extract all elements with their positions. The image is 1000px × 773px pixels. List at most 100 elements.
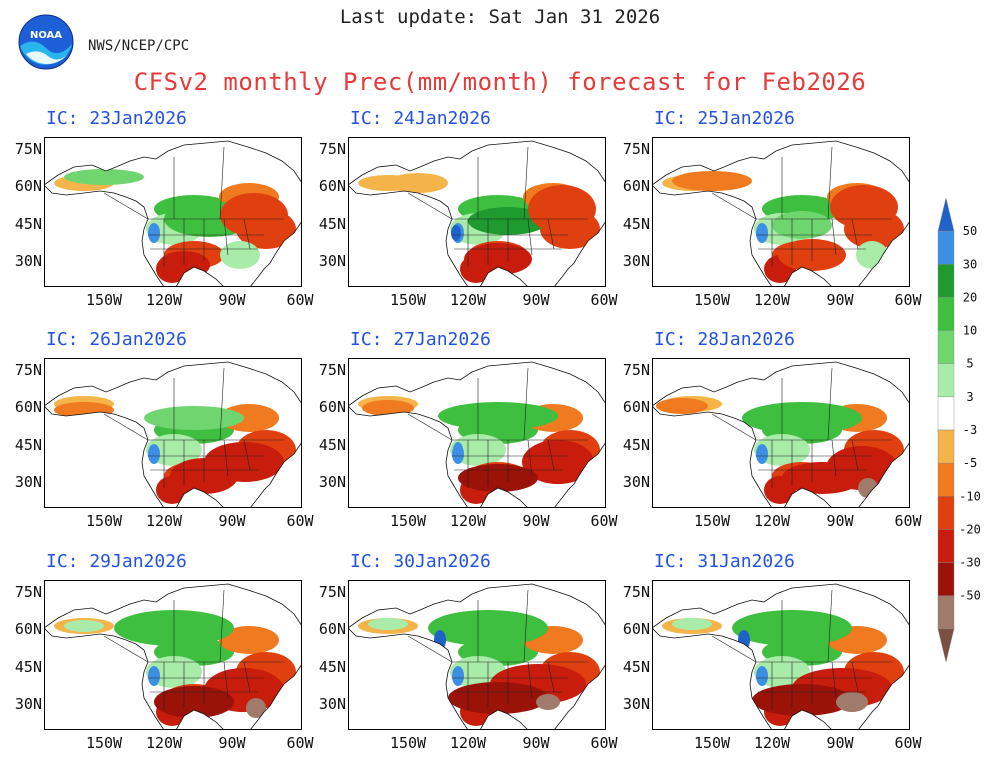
latitude-label: 30N: [622, 695, 650, 713]
political-border: [711, 192, 757, 220]
political-border: [523, 146, 529, 220]
coastline: [44, 583, 302, 730]
map-frame: [348, 580, 606, 730]
forecast-map: [44, 580, 302, 730]
precip-anomaly-patch: [368, 618, 408, 630]
colorbar-band: [937, 197, 955, 232]
political-border: [243, 661, 251, 693]
longitude-label: 60W: [590, 734, 618, 752]
agency-label: NWS/NCEP/CPC: [88, 38, 190, 54]
latitude-label: 45N: [318, 436, 346, 454]
precip-anomaly-patch: [219, 626, 279, 654]
longitude-label: 90W: [522, 734, 550, 752]
colorbar-band: [937, 429, 955, 464]
precip-anomaly-patch: [772, 211, 832, 239]
latitude-label: 60N: [318, 398, 346, 416]
longitude-label: 60W: [894, 734, 922, 752]
colorbar-label: 10: [963, 324, 977, 338]
longitude-label: 120W: [449, 291, 487, 309]
precip-anomaly-patch: [148, 666, 160, 686]
political-border: [407, 192, 453, 220]
latitude-label: 30N: [14, 252, 42, 270]
latitude-label: 30N: [14, 695, 42, 713]
precip-anomaly-patch: [732, 610, 852, 646]
forecast-map: [348, 137, 606, 287]
longitude-label: 150W: [389, 734, 427, 752]
political-border: [547, 439, 555, 471]
longitude-label: 150W: [693, 512, 731, 530]
latitude-label: 45N: [622, 436, 650, 454]
longitude-label: 90W: [218, 734, 246, 752]
longitude-label: 120W: [145, 291, 183, 309]
precip-anomaly-patch: [452, 666, 464, 686]
longitude-label: 150W: [85, 734, 123, 752]
precip-anomaly-patch: [146, 656, 202, 688]
precip-anomaly-patch: [438, 402, 558, 430]
longitude-label: 150W: [693, 291, 731, 309]
longitude-label: 90W: [522, 512, 550, 530]
latitude-label: 45N: [318, 215, 346, 233]
latitude-label: 30N: [14, 473, 42, 491]
political-border: [547, 661, 555, 693]
noaa-logo-text: NOAA: [30, 30, 62, 41]
political-border: [711, 413, 757, 441]
forecast-map: [652, 580, 910, 730]
latitude-label: 75N: [318, 361, 346, 379]
latitude-label: 30N: [622, 473, 650, 491]
longitude-label: 150W: [389, 512, 427, 530]
colorbar-label: 3: [966, 390, 973, 404]
political-border: [711, 635, 757, 663]
political-border: [103, 635, 149, 663]
longitude-label: 120W: [753, 291, 791, 309]
map-frame: [652, 580, 910, 730]
coastline: [652, 361, 910, 508]
forecast-map: [652, 358, 910, 508]
precip-anomaly-patch: [246, 698, 266, 718]
precip-anomaly-patch: [754, 656, 810, 688]
latitude-label: 75N: [622, 583, 650, 601]
longitude-label: 120W: [449, 734, 487, 752]
colorbar-label: -3: [963, 423, 977, 437]
political-border: [851, 661, 859, 693]
colorbar-band: [937, 628, 955, 663]
colorbar-band: [937, 230, 955, 265]
forecast-map: [44, 137, 302, 287]
colorbar-legend: 50 30 20 10 5 3 -3 -5 -10 -20 -30 -50: [937, 197, 981, 663]
precip-anomaly-patch: [154, 686, 234, 718]
precip-anomaly-patch: [149, 446, 159, 462]
map-frame: [652, 358, 910, 508]
panel-ic-label: IC: 29Jan2026: [46, 551, 187, 572]
panel-ic-label: IC: 24Jan2026: [350, 108, 491, 129]
precip-anomaly-patch: [428, 610, 548, 646]
latitude-label: 30N: [318, 473, 346, 491]
precip-anomaly-patch: [144, 406, 244, 430]
precip-anomaly-patch: [451, 225, 461, 241]
latitude-label: 60N: [14, 620, 42, 638]
longitude-label: 150W: [389, 291, 427, 309]
map-frame: [44, 580, 302, 730]
longitude-label: 90W: [218, 512, 246, 530]
map-frame: [348, 137, 606, 287]
latitude-label: 75N: [318, 583, 346, 601]
latitude-label: 45N: [318, 658, 346, 676]
longitude-label: 90W: [522, 291, 550, 309]
political-border: [547, 218, 555, 250]
longitude-label: 150W: [85, 512, 123, 530]
precip-anomaly-patch: [754, 434, 810, 466]
coastline: [44, 140, 302, 287]
latitude-label: 75N: [14, 583, 42, 601]
political-border: [219, 589, 225, 663]
latitude-label: 45N: [14, 436, 42, 454]
colorbar-label: -10: [959, 489, 981, 503]
page-title: CFSv2 monthly Prec(mm/month) forecast fo…: [133, 68, 867, 96]
political-border: [827, 367, 833, 441]
latitude-label: 45N: [622, 658, 650, 676]
longitude-label: 60W: [590, 291, 618, 309]
colorbar-label: 20: [963, 290, 977, 304]
precip-anomaly-patch: [388, 173, 448, 193]
longitude-label: 150W: [85, 291, 123, 309]
precip-anomaly-patch: [64, 169, 144, 185]
political-border: [523, 367, 529, 441]
precip-anomaly-patch: [220, 241, 260, 269]
longitude-label: 120W: [145, 734, 183, 752]
